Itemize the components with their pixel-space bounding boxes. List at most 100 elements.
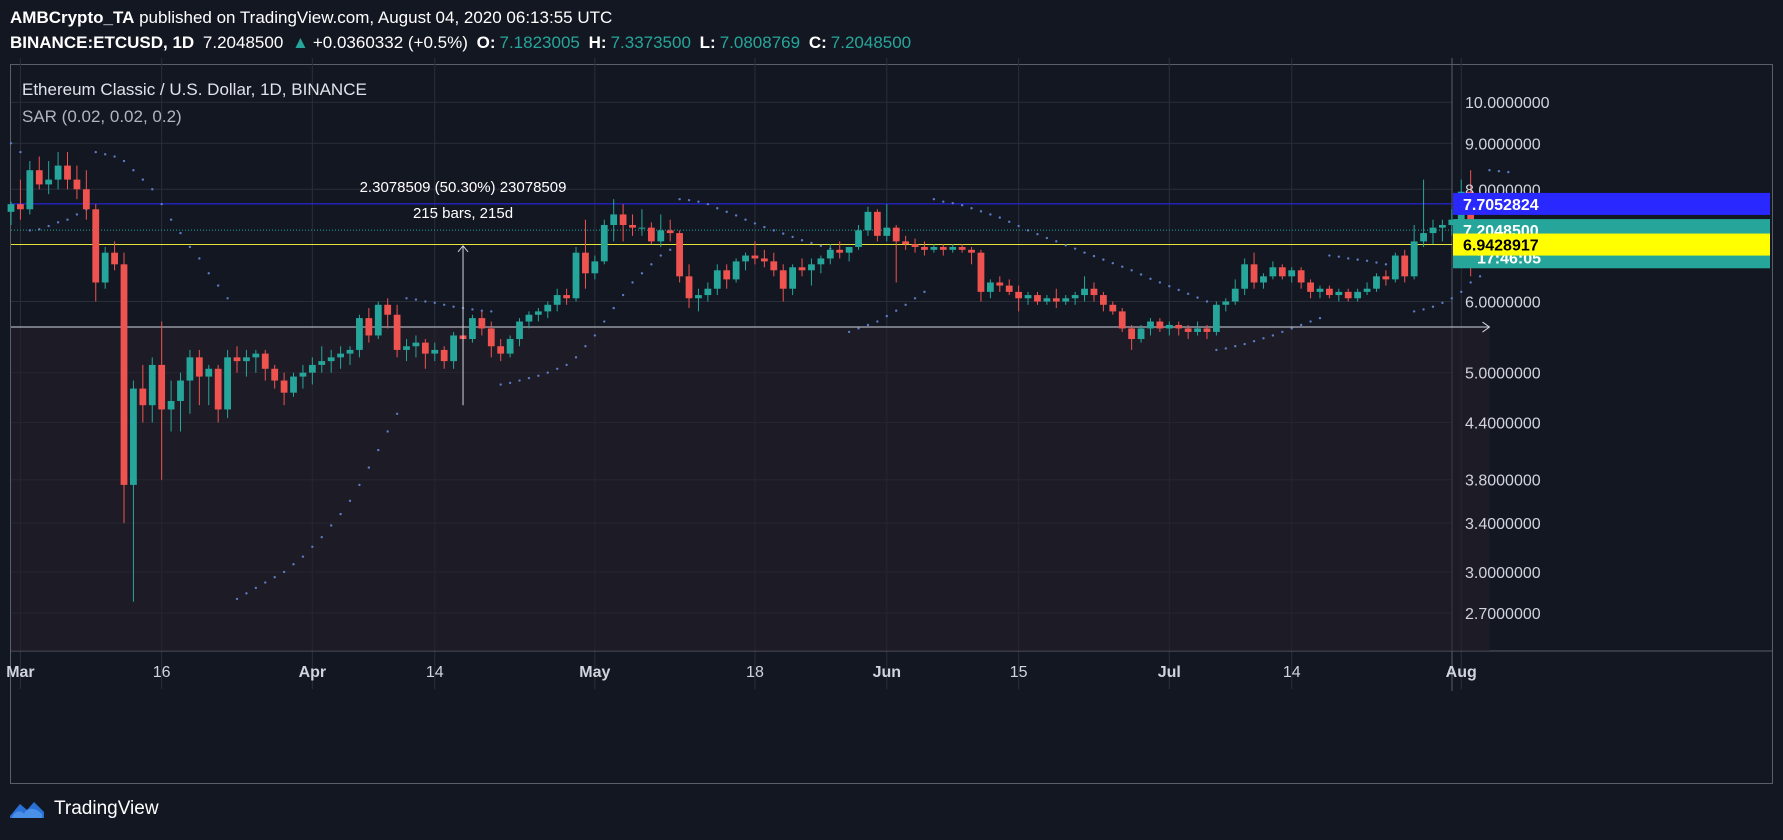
- sar-dot: [744, 218, 747, 221]
- candle: [327, 349, 335, 373]
- sar-dot: [650, 263, 653, 266]
- sar-dot: [1121, 265, 1124, 268]
- sar-dot: [923, 290, 926, 294]
- candle-body: [1213, 304, 1220, 332]
- candle: [600, 219, 608, 265]
- candle: [1081, 276, 1088, 302]
- candle-body: [977, 252, 985, 292]
- sar-dot: [1234, 345, 1237, 348]
- candle-body: [280, 380, 288, 393]
- candle: [638, 209, 646, 236]
- up-triangle-icon: ▲: [292, 33, 309, 52]
- candle-body: [836, 249, 844, 253]
- sar-dot: [1356, 258, 1359, 261]
- candle-body: [657, 230, 665, 242]
- candle: [45, 161, 53, 195]
- candle: [318, 346, 326, 373]
- candle-body: [1363, 288, 1371, 292]
- sar-dot: [386, 430, 389, 433]
- price-change: +0.0360332 (+0.5%): [312, 33, 468, 52]
- candle: [610, 199, 618, 242]
- candle: [695, 288, 702, 312]
- candle: [139, 364, 147, 423]
- candle: [308, 357, 316, 385]
- candle-body: [638, 227, 646, 229]
- candle: [826, 244, 834, 265]
- sar-dot: [565, 363, 568, 367]
- candle: [1260, 273, 1267, 289]
- close-label: C:: [808, 33, 827, 52]
- candle-body: [751, 255, 759, 259]
- candle: [798, 258, 806, 277]
- candle-body: [713, 270, 721, 289]
- candle: [996, 276, 1004, 292]
- candle-body: [1260, 276, 1267, 283]
- sar-dot: [254, 586, 258, 590]
- candle-body: [921, 246, 928, 250]
- candle-body: [779, 270, 787, 289]
- candle-body: [704, 288, 712, 296]
- candle: [629, 214, 636, 236]
- candle: [214, 364, 222, 423]
- candle: [195, 349, 203, 406]
- candle: [845, 246, 853, 262]
- open-value: 7.1823005: [499, 33, 580, 52]
- sar-dot: [960, 203, 964, 207]
- sar-dot: [348, 499, 352, 503]
- sar-dot: [226, 297, 229, 300]
- sar-dot: [574, 356, 578, 359]
- sar-dot: [603, 320, 606, 323]
- tradingview-brand[interactable]: TradingView: [8, 798, 159, 820]
- candle: [855, 224, 862, 250]
- sar-dot: [763, 225, 766, 229]
- candle: [657, 214, 665, 247]
- chart-frame[interactable]: [10, 64, 1773, 784]
- symbol-label: BINANCE:ETCUSD, 1D: [10, 33, 195, 52]
- sar-dot: [1177, 288, 1180, 292]
- sar-dot: [1347, 257, 1350, 260]
- candle: [836, 241, 844, 259]
- sar-dot: [847, 330, 851, 334]
- candle-body: [968, 249, 975, 253]
- candle-body: [243, 357, 250, 362]
- candle: [647, 222, 655, 245]
- sar-dot: [555, 367, 559, 370]
- candle: [497, 339, 505, 362]
- candle-body: [290, 376, 297, 393]
- candle-body: [873, 211, 881, 236]
- sar-dot: [913, 297, 917, 300]
- candle: [450, 331, 457, 369]
- candle-body: [1269, 267, 1277, 277]
- sar-dot: [320, 535, 323, 539]
- candle: [280, 372, 288, 406]
- candle: [902, 235, 910, 250]
- indicator-legend[interactable]: SAR (0.02, 0.02, 0.2): [22, 107, 182, 126]
- candle-body: [26, 170, 34, 210]
- candle: [54, 152, 62, 190]
- candle: [1052, 288, 1060, 309]
- candle-body: [1034, 295, 1041, 302]
- candle-body: [732, 261, 740, 280]
- candle: [1222, 298, 1230, 312]
- candle: [873, 209, 881, 242]
- candle-body: [1401, 255, 1409, 277]
- candle: [572, 246, 580, 302]
- candle: [1156, 318, 1164, 332]
- y-tick-label: 2.7000000: [1465, 606, 1541, 623]
- sar-dot: [1083, 251, 1086, 254]
- candle: [808, 258, 815, 286]
- candle-body: [864, 211, 872, 231]
- candle-body: [337, 353, 344, 358]
- candle-body: [54, 165, 62, 180]
- sar-dot: [1290, 327, 1293, 330]
- candle-body: [374, 304, 382, 336]
- author-name[interactable]: AMBCrypto_TA: [10, 8, 135, 27]
- sar-dot: [687, 198, 691, 202]
- candle-body: [1288, 270, 1296, 277]
- sar-dot: [113, 155, 116, 158]
- sar-dot: [1478, 275, 1482, 278]
- publish-line: AMBCrypto_TA published on TradingView.co…: [10, 8, 612, 28]
- candle: [553, 288, 561, 312]
- sar-dot: [216, 284, 220, 287]
